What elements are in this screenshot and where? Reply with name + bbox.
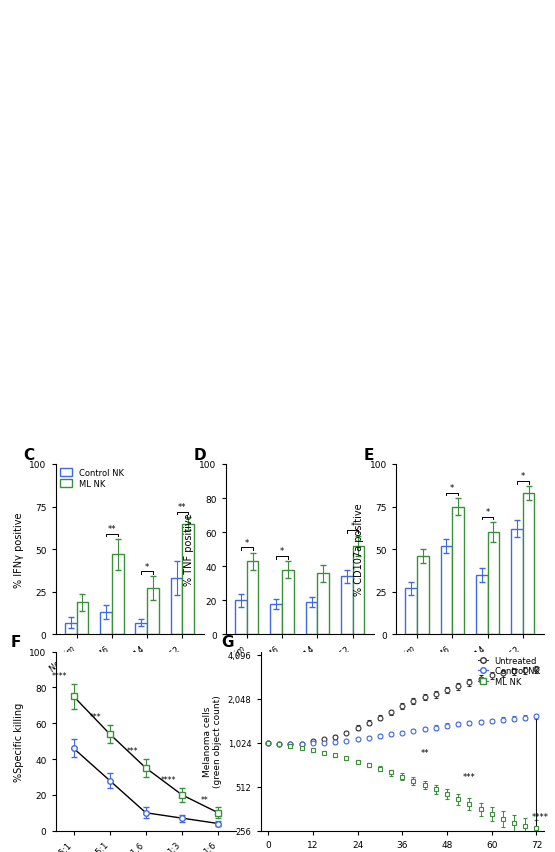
Text: ****: ****	[532, 812, 549, 820]
Bar	[452, 507, 464, 635]
Text: D: D	[193, 447, 206, 463]
Text: **: **	[178, 502, 186, 511]
Bar	[247, 561, 259, 635]
Text: *: *	[280, 546, 284, 556]
Legend: Untreated, Control NK, ML NK: Untreated, Control NK, ML NK	[478, 656, 539, 686]
Y-axis label: Melanoma cells
(green object count): Melanoma cells (green object count)	[203, 695, 223, 787]
Bar	[417, 556, 428, 635]
Bar	[65, 623, 77, 635]
Y-axis label: % IFNγ positive: % IFNγ positive	[14, 512, 24, 587]
Bar	[183, 524, 194, 635]
Bar	[317, 573, 329, 635]
Bar	[487, 532, 499, 635]
Text: ****: ****	[160, 775, 176, 784]
Text: ****: ****	[52, 671, 68, 681]
Text: ***: ***	[127, 746, 138, 756]
Text: **: **	[420, 748, 429, 757]
Y-axis label: %Specific killing: %Specific killing	[14, 702, 24, 780]
Y-axis label: % TNF positive: % TNF positive	[184, 513, 194, 586]
Text: *: *	[521, 471, 525, 481]
Bar	[441, 546, 452, 635]
Text: *: *	[145, 561, 149, 571]
Text: *: *	[245, 538, 249, 547]
Text: G: G	[221, 634, 234, 649]
Bar	[171, 579, 183, 635]
Text: *: *	[350, 521, 355, 530]
Y-axis label: % CD107a positive: % CD107a positive	[354, 504, 364, 596]
Bar	[476, 575, 487, 635]
Bar	[405, 589, 417, 635]
Bar	[341, 577, 352, 635]
Bar	[270, 604, 282, 635]
Text: *: *	[486, 507, 490, 516]
Bar	[523, 493, 534, 635]
Bar	[135, 623, 147, 635]
Text: **: **	[108, 524, 116, 533]
Bar	[306, 602, 317, 635]
Bar	[511, 529, 523, 635]
Text: *: *	[450, 483, 455, 492]
Legend: Control NK, ML NK: Control NK, ML NK	[60, 469, 124, 488]
Bar	[100, 613, 112, 635]
Bar	[77, 602, 88, 635]
Bar	[235, 601, 247, 635]
Text: ***: ***	[463, 772, 476, 781]
Text: E: E	[364, 447, 374, 463]
Bar	[282, 570, 294, 635]
Text: **: **	[200, 795, 208, 804]
Bar	[147, 589, 159, 635]
Text: C: C	[23, 447, 34, 463]
Text: ***: ***	[90, 712, 102, 722]
Text: F: F	[11, 634, 21, 649]
Bar	[352, 546, 364, 635]
Bar	[112, 555, 124, 635]
